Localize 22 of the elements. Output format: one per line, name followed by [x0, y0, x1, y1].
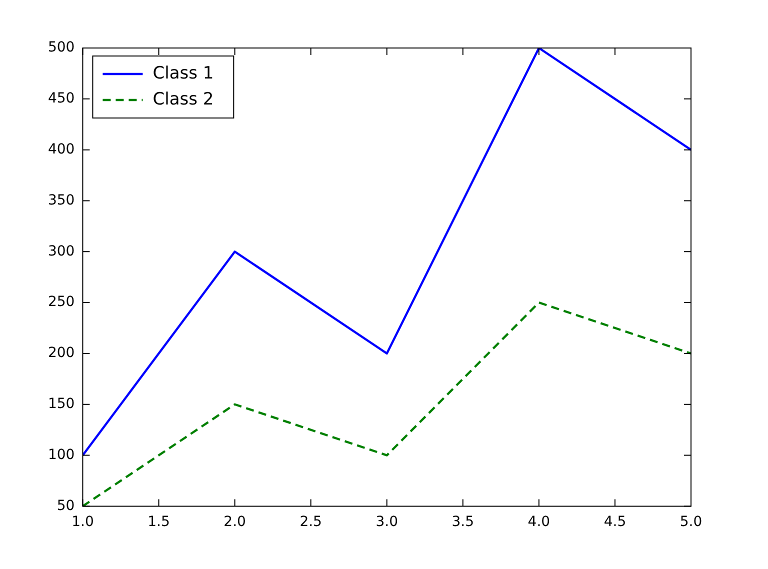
x-tick-label: 1.0: [72, 514, 94, 530]
y-tick-label: 250: [48, 294, 75, 310]
y-tick-label: 100: [48, 446, 75, 463]
x-tick-label: 1.5: [148, 514, 170, 530]
x-tick-label: 3.5: [452, 514, 474, 530]
x-tick-label: 2.0: [224, 514, 246, 530]
x-tick-label: 3.0: [376, 514, 398, 530]
line-series: [82, 301, 691, 506]
y-tick-label: 350: [48, 192, 75, 208]
y-tick-label: 400: [48, 141, 75, 158]
y-tick-label: 150: [48, 396, 75, 412]
x-tick-label: 4.0: [528, 514, 550, 530]
legend-label: Class 1: [152, 63, 214, 84]
y-tick-label: 450: [48, 90, 75, 107]
x-tick-label: 5.0: [680, 514, 702, 530]
legend-label: Class 2: [152, 89, 214, 110]
y-tick-label: 300: [48, 243, 75, 260]
y-tick-label: 50: [56, 498, 75, 514]
x-tick-label: 2.5: [300, 514, 322, 530]
y-tick-label: 200: [48, 345, 75, 362]
y-tick-label: 500: [48, 40, 75, 56]
x-tick-label: 4.5: [604, 514, 626, 530]
